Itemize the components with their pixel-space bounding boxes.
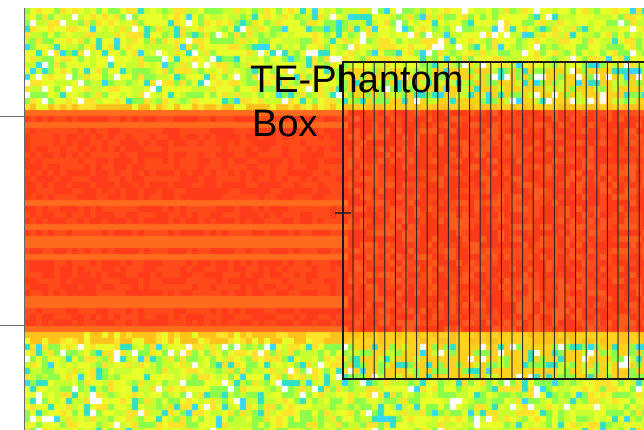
phantom-box-label-line2: Box (252, 103, 318, 145)
dose-heatmap (24, 8, 644, 430)
phantom-box-label: TE-Phantom Box (250, 14, 463, 190)
axis-tick-lower (0, 325, 24, 326)
left-axis-line (24, 8, 25, 430)
phantom-box-label-line1: TE-Phantom (250, 59, 464, 101)
axis-tick-upper (0, 116, 24, 117)
phantom-box-outline (342, 61, 644, 380)
phantom-box-grid (352, 62, 640, 379)
